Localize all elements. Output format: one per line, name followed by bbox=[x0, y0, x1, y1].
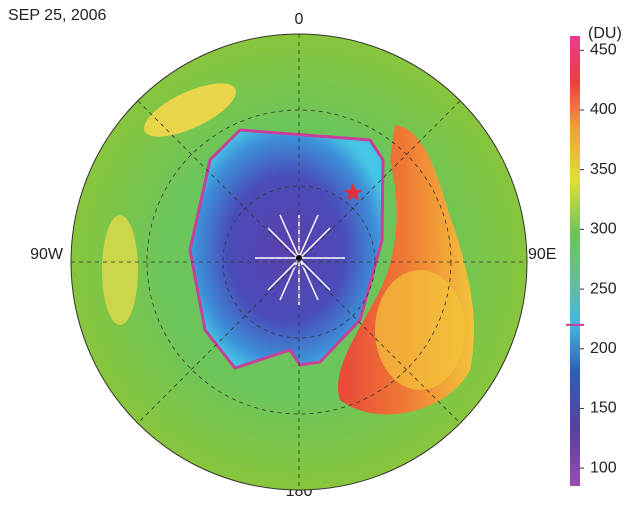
colorbar-tick-label: 450 bbox=[590, 42, 617, 59]
map-field bbox=[71, 34, 527, 490]
date-title: SEP 25, 2006 bbox=[8, 7, 107, 24]
ozone-map: SEP 25, 2006 0 90W 90E 180 (DU) 10015020… bbox=[0, 0, 636, 502]
lon-label: 90E bbox=[528, 246, 556, 263]
colorbar-tick-label: 350 bbox=[590, 161, 617, 178]
colorbar-unit: (DU) bbox=[588, 25, 622, 42]
colorbar-tick-label: 250 bbox=[590, 280, 617, 297]
colorbar-tick-label: 100 bbox=[590, 459, 617, 476]
colorbar-tick-label: 150 bbox=[590, 400, 617, 417]
lon-label: 90W bbox=[30, 246, 64, 263]
colorbar-tick-label: 300 bbox=[590, 221, 617, 238]
colorbar-tick-label: 400 bbox=[590, 101, 617, 118]
lon-label: 0 bbox=[295, 11, 304, 28]
colorbar bbox=[570, 36, 580, 486]
colorbar-tick-label: 200 bbox=[590, 340, 617, 357]
